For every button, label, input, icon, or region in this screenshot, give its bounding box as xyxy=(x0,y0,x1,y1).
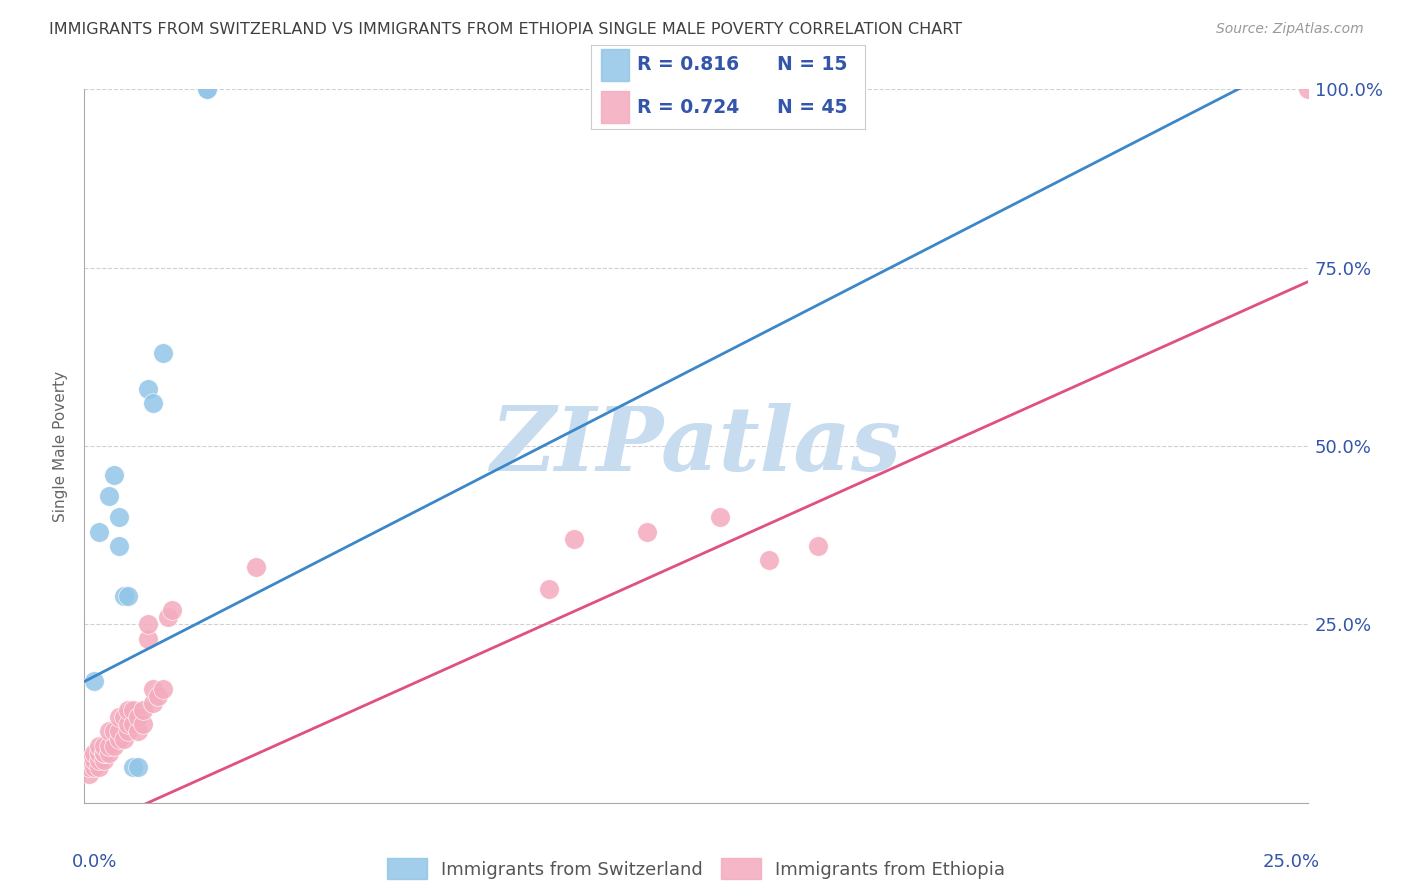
Point xyxy=(807,539,830,553)
Point xyxy=(93,746,115,760)
Point xyxy=(142,396,165,410)
Point xyxy=(152,681,174,696)
Point xyxy=(97,489,120,503)
Legend: Immigrants from Switzerland, Immigrants from Ethiopia: Immigrants from Switzerland, Immigrants … xyxy=(380,851,1012,887)
Text: 25.0%: 25.0% xyxy=(1263,853,1320,871)
Point xyxy=(112,731,135,746)
Text: Source: ZipAtlas.com: Source: ZipAtlas.com xyxy=(1216,22,1364,37)
Text: 0.0%: 0.0% xyxy=(72,853,118,871)
Point xyxy=(93,753,115,767)
Point xyxy=(117,589,139,603)
Point xyxy=(136,617,159,632)
Point xyxy=(156,610,179,624)
Point xyxy=(87,739,110,753)
Point xyxy=(117,717,139,731)
Bar xyxy=(602,49,628,81)
Point xyxy=(107,724,129,739)
Point xyxy=(97,724,120,739)
Point xyxy=(117,703,139,717)
Point xyxy=(132,717,155,731)
Point xyxy=(1296,82,1319,96)
Point xyxy=(77,753,100,767)
Text: R = 0.816: R = 0.816 xyxy=(637,55,740,74)
Bar xyxy=(602,91,628,123)
Point xyxy=(709,510,731,524)
Point xyxy=(245,560,267,574)
Point xyxy=(195,82,218,96)
Point xyxy=(112,710,135,724)
Point xyxy=(87,753,110,767)
Point xyxy=(146,689,169,703)
Point xyxy=(77,767,100,781)
Text: N = 45: N = 45 xyxy=(778,98,848,117)
Point xyxy=(83,746,105,760)
Point xyxy=(636,524,658,539)
Point xyxy=(122,703,145,717)
Point xyxy=(83,753,105,767)
Point xyxy=(103,467,125,482)
Point xyxy=(107,510,129,524)
Point xyxy=(87,760,110,774)
Point xyxy=(162,603,184,617)
Point xyxy=(758,553,780,567)
Point xyxy=(97,746,120,760)
Point xyxy=(127,710,149,724)
Text: R = 0.724: R = 0.724 xyxy=(637,98,740,117)
Point xyxy=(87,746,110,760)
Point xyxy=(103,724,125,739)
Point xyxy=(562,532,585,546)
Y-axis label: Single Male Poverty: Single Male Poverty xyxy=(53,370,69,522)
Point xyxy=(122,717,145,731)
Point xyxy=(93,746,115,760)
Point xyxy=(112,589,135,603)
Point xyxy=(117,724,139,739)
Point xyxy=(142,681,165,696)
Point xyxy=(152,346,174,360)
Point xyxy=(87,524,110,539)
Point xyxy=(136,382,159,396)
Text: N = 15: N = 15 xyxy=(778,55,848,74)
Text: ZIPatlas: ZIPatlas xyxy=(491,403,901,489)
Point xyxy=(77,760,100,774)
Point xyxy=(132,703,155,717)
Point xyxy=(107,731,129,746)
Point xyxy=(127,724,149,739)
Point xyxy=(83,760,105,774)
Point xyxy=(195,82,218,96)
Point xyxy=(103,739,125,753)
Point xyxy=(538,582,561,596)
Point xyxy=(122,760,145,774)
Point xyxy=(136,632,159,646)
Point xyxy=(142,696,165,710)
Point xyxy=(93,739,115,753)
Point xyxy=(107,539,129,553)
Point xyxy=(83,674,105,689)
Text: IMMIGRANTS FROM SWITZERLAND VS IMMIGRANTS FROM ETHIOPIA SINGLE MALE POVERTY CORR: IMMIGRANTS FROM SWITZERLAND VS IMMIGRANT… xyxy=(49,22,962,37)
Point xyxy=(107,710,129,724)
Point xyxy=(97,739,120,753)
Point xyxy=(127,760,149,774)
